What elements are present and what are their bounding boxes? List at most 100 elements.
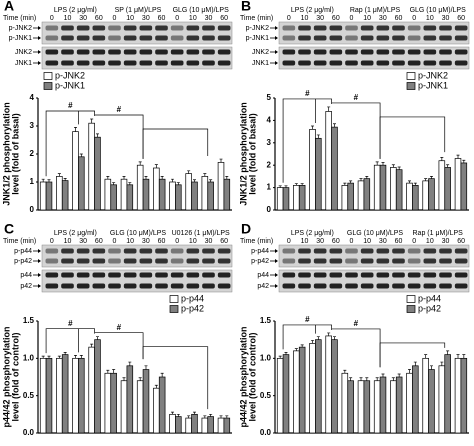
significance: # bbox=[68, 101, 73, 110]
blot-band bbox=[360, 248, 374, 254]
time-label: 30 bbox=[79, 15, 87, 22]
blot-strip bbox=[278, 21, 470, 45]
blot-band bbox=[360, 25, 374, 31]
time-label: 0 bbox=[287, 15, 291, 22]
legend-swatch bbox=[406, 305, 416, 313]
blot-band bbox=[423, 283, 437, 289]
blot-band bbox=[217, 272, 231, 278]
blot-band bbox=[360, 258, 374, 264]
time-label: 0 bbox=[113, 15, 117, 22]
legend-swatch bbox=[169, 295, 179, 303]
blot-band bbox=[139, 258, 153, 264]
error-bar bbox=[63, 352, 67, 355]
blot-band bbox=[123, 60, 137, 66]
blot-band bbox=[139, 60, 153, 66]
error-bar bbox=[128, 182, 132, 185]
time-label: 10 bbox=[301, 238, 309, 245]
time-label: 0 bbox=[113, 238, 117, 245]
bar bbox=[412, 365, 419, 434]
error-bar bbox=[316, 134, 320, 139]
bar bbox=[56, 357, 63, 434]
error-bar bbox=[160, 372, 164, 377]
arrow-head bbox=[38, 36, 41, 40]
bar bbox=[438, 365, 446, 434]
error-bar bbox=[278, 355, 282, 359]
error-bar bbox=[375, 161, 379, 166]
error-bar bbox=[429, 176, 433, 179]
blot-band bbox=[202, 35, 215, 41]
bar bbox=[88, 346, 95, 434]
blot-band bbox=[376, 258, 390, 264]
legend-swatch bbox=[43, 72, 53, 80]
bar bbox=[39, 181, 47, 211]
error-bar bbox=[138, 377, 142, 381]
time-label: 10 bbox=[189, 15, 197, 22]
blot-band bbox=[313, 60, 327, 66]
blot-band bbox=[108, 25, 121, 31]
bar bbox=[412, 185, 419, 211]
error-bar bbox=[327, 106, 331, 112]
blot-band bbox=[76, 60, 90, 66]
bar bbox=[460, 357, 468, 434]
bar bbox=[191, 413, 198, 434]
time-label: 30 bbox=[316, 15, 324, 22]
bar bbox=[357, 380, 365, 434]
time-label: 10 bbox=[301, 15, 309, 22]
blot-band bbox=[45, 49, 59, 55]
blot-band bbox=[454, 272, 468, 278]
blot-band bbox=[202, 258, 215, 264]
blot-band bbox=[298, 283, 311, 289]
blot-band bbox=[202, 49, 215, 55]
error-bar bbox=[74, 127, 78, 132]
y-axis-label: level (fold of basal) bbox=[247, 113, 257, 195]
blot-band bbox=[360, 283, 374, 289]
blot-row-label: JNK2 bbox=[15, 49, 32, 56]
bar bbox=[153, 387, 160, 434]
blot-band bbox=[345, 60, 358, 66]
time-label: 10 bbox=[426, 238, 434, 245]
time-label: 30 bbox=[205, 15, 213, 22]
blot-band bbox=[45, 283, 59, 289]
error-bar bbox=[47, 179, 51, 182]
time-label: 60 bbox=[395, 15, 403, 22]
time-label: 30 bbox=[379, 15, 387, 22]
arrow-head bbox=[275, 36, 278, 40]
blot-band bbox=[202, 283, 215, 289]
blot-band bbox=[282, 272, 296, 278]
blot-band bbox=[170, 35, 184, 41]
y-axis-label: level (fold of control) bbox=[10, 332, 20, 421]
time-label: 10 bbox=[64, 15, 72, 22]
panel-label: A bbox=[4, 0, 14, 14]
time-label: 0 bbox=[412, 238, 416, 245]
time-title: Time (min) bbox=[3, 238, 36, 245]
blot-row-label: p-p44 bbox=[14, 248, 32, 255]
blot-band bbox=[139, 25, 153, 31]
treatment-label: GLG (10 μM)/LPS bbox=[173, 7, 229, 14]
y-tick-label: 5 bbox=[267, 93, 272, 102]
blot-band bbox=[392, 35, 405, 41]
blot-band bbox=[92, 283, 106, 289]
blot-row-label: p44 bbox=[20, 272, 32, 279]
treatment-label: LPS (2 μg/ml) bbox=[291, 230, 334, 237]
blot-band bbox=[61, 35, 74, 41]
time-label: 10 bbox=[363, 238, 371, 245]
bar bbox=[331, 339, 338, 434]
bar bbox=[169, 413, 176, 434]
blot-band bbox=[217, 258, 231, 264]
error-bar bbox=[316, 336, 320, 340]
blot-band bbox=[423, 258, 437, 264]
arrow-head bbox=[38, 50, 41, 54]
blot-row-label: JNK1 bbox=[15, 60, 32, 67]
blot-row-label: p-JNK2 bbox=[246, 25, 269, 32]
y-axis-label: JNK1/2 phosphorylation bbox=[238, 102, 248, 206]
y-axis-label: level (fold of control) bbox=[247, 332, 257, 421]
time-label: 60 bbox=[158, 238, 166, 245]
blot-band bbox=[170, 248, 184, 254]
error-bar bbox=[375, 377, 379, 381]
bar bbox=[341, 372, 349, 434]
blot-band bbox=[313, 258, 327, 264]
significance: # bbox=[117, 323, 122, 332]
error-bar bbox=[359, 178, 363, 181]
bracket bbox=[282, 98, 332, 183]
